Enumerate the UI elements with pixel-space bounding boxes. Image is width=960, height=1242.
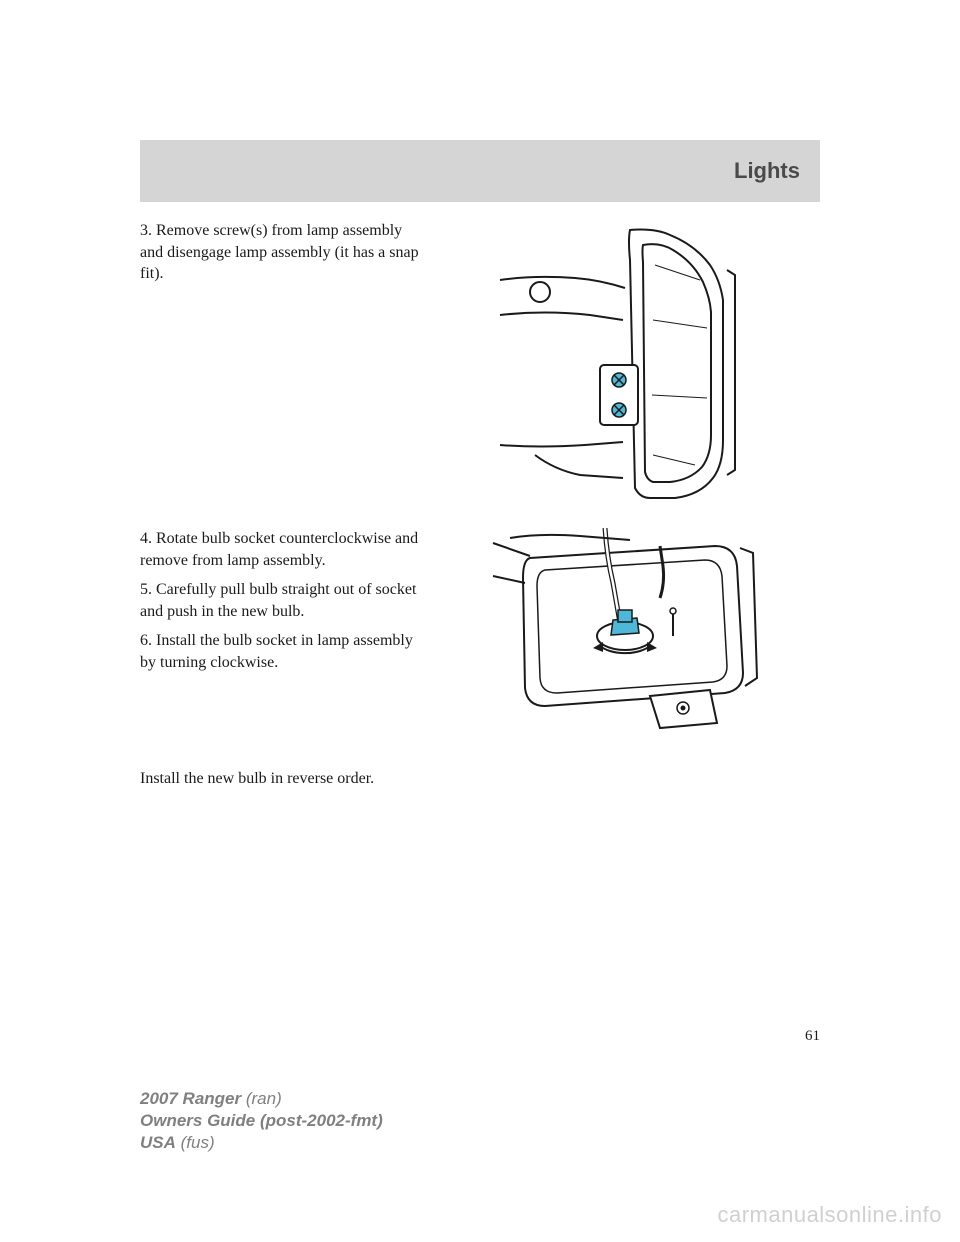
footer-guide: Owners Guide (post-2002-fmt) xyxy=(140,1110,383,1132)
footer-region-suffix: (fus) xyxy=(176,1133,215,1152)
step-3: 3. Remove screw(s) from lamp assembly an… xyxy=(140,220,420,285)
content-row-2: 4. Rotate bulb socket counterclockwise a… xyxy=(140,528,820,738)
footer-region: USA (fus) xyxy=(140,1132,383,1154)
step-3-text: 3. Remove screw(s) from lamp assembly an… xyxy=(140,220,430,510)
figure-1-container xyxy=(430,220,820,510)
footer-guide-text: Owners Guide (post-2002-fmt) xyxy=(140,1111,383,1130)
footer-region-code: USA xyxy=(140,1133,176,1152)
footer-vehicle: 2007 Ranger (ran) xyxy=(140,1088,383,1110)
steps-4-6-text: 4. Rotate bulb socket counterclockwise a… xyxy=(140,528,430,738)
page-number: 61 xyxy=(805,1028,820,1045)
final-instruction: Install the new bulb in reverse order. xyxy=(140,768,820,790)
step-6: 6. Install the bulb socket in lamp assem… xyxy=(140,630,420,673)
footer: 2007 Ranger (ran) Owners Guide (post-200… xyxy=(140,1088,383,1154)
footer-vehicle-model: 2007 Ranger xyxy=(140,1089,241,1108)
step-4: 4. Rotate bulb socket counterclockwise a… xyxy=(140,528,420,571)
step-5: 5. Carefully pull bulb straight out of s… xyxy=(140,579,420,622)
install-reverse: Install the new bulb in reverse order. xyxy=(140,768,820,790)
section-title: Lights xyxy=(734,158,800,184)
content-row-1: 3. Remove screw(s) from lamp assembly an… xyxy=(140,220,820,510)
bulb-socket-illustration xyxy=(485,528,765,738)
section-header: Lights xyxy=(140,140,820,202)
figure-2-container xyxy=(430,528,820,738)
footer-vehicle-code: (ran) xyxy=(241,1089,282,1108)
watermark: carmanualsonline.info xyxy=(717,1202,942,1228)
page-container: Lights 3. Remove screw(s) from lamp asse… xyxy=(0,0,960,1242)
tail-lamp-illustration xyxy=(495,220,755,510)
